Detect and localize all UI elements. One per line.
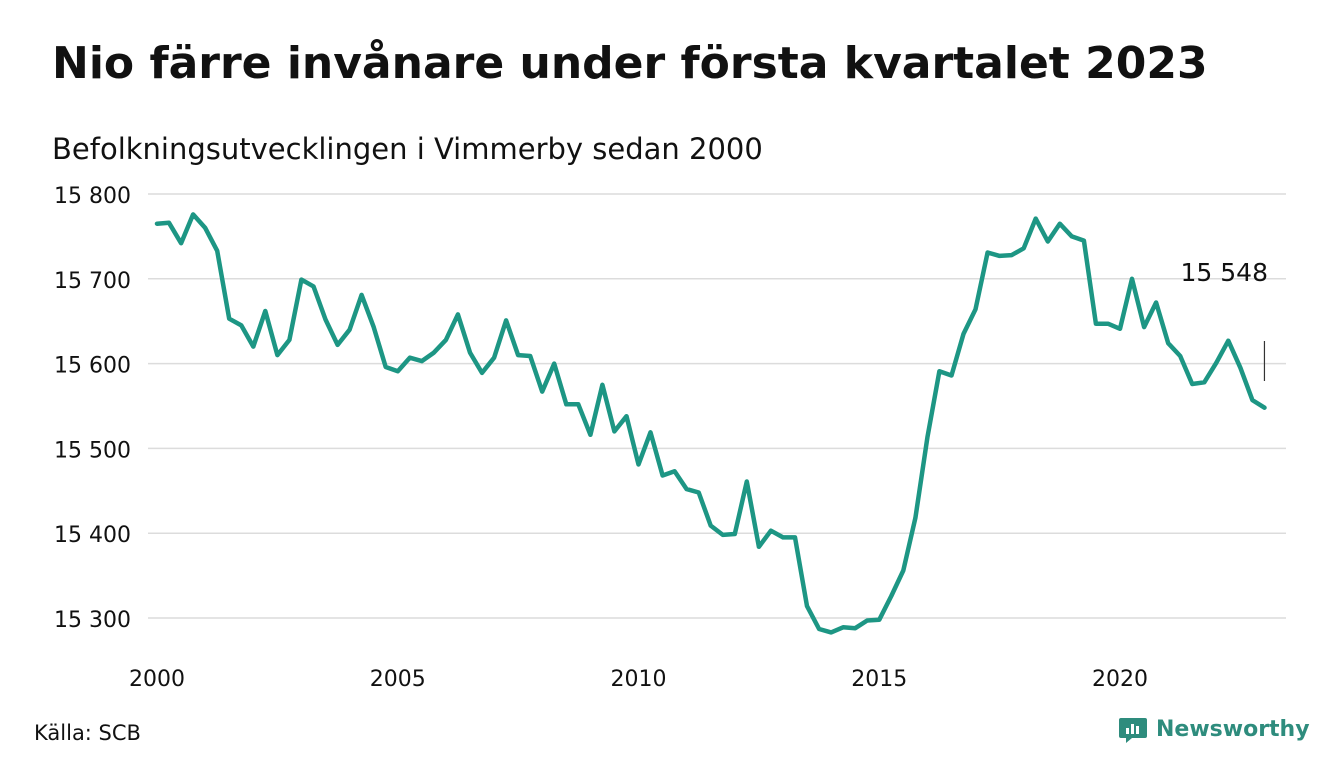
y-tick-label: 15 700 [54, 269, 131, 294]
gridlines [148, 193, 1286, 619]
brand-name: Newsworthy [1156, 716, 1310, 742]
newsworthy-chart-icon [1119, 718, 1147, 743]
line-chart: 15 300 15 400 15 500 15 600 15 700 15 800 200… [54, 184, 1286, 692]
x-axis-tick-labels: 2000 2005 2010 2015 2020 [129, 667, 1148, 692]
chart-title: Nio färre invånare under första kvartale… [52, 38, 1208, 89]
end-annotation: 15 548 [1181, 258, 1268, 381]
y-tick-label: 15 300 [54, 608, 131, 633]
x-tick-label: 2020 [1092, 667, 1148, 692]
source-note: Källa: SCB [34, 721, 141, 745]
y-axis-tick-labels: 15 300 15 400 15 500 15 600 15 700 15 800 [54, 184, 131, 633]
x-tick-label: 2005 [370, 667, 426, 692]
x-tick-label: 2000 [129, 667, 185, 692]
y-tick-label: 15 600 [54, 354, 131, 379]
series-line [154, 212, 1267, 635]
population-series [154, 212, 1267, 635]
chart-subtitle: Befolkningsutvecklingen i Vimmerby sedan… [52, 132, 763, 166]
x-tick-label: 2010 [611, 667, 667, 692]
x-tick-label: 2015 [851, 667, 907, 692]
end-value-label: 15 548 [1181, 258, 1268, 287]
y-tick-label: 15 800 [54, 184, 131, 209]
y-tick-label: 15 500 [54, 438, 131, 463]
brand-logo[interactable]: Newsworthy [1118, 714, 1310, 744]
y-tick-label: 15 400 [54, 523, 131, 548]
